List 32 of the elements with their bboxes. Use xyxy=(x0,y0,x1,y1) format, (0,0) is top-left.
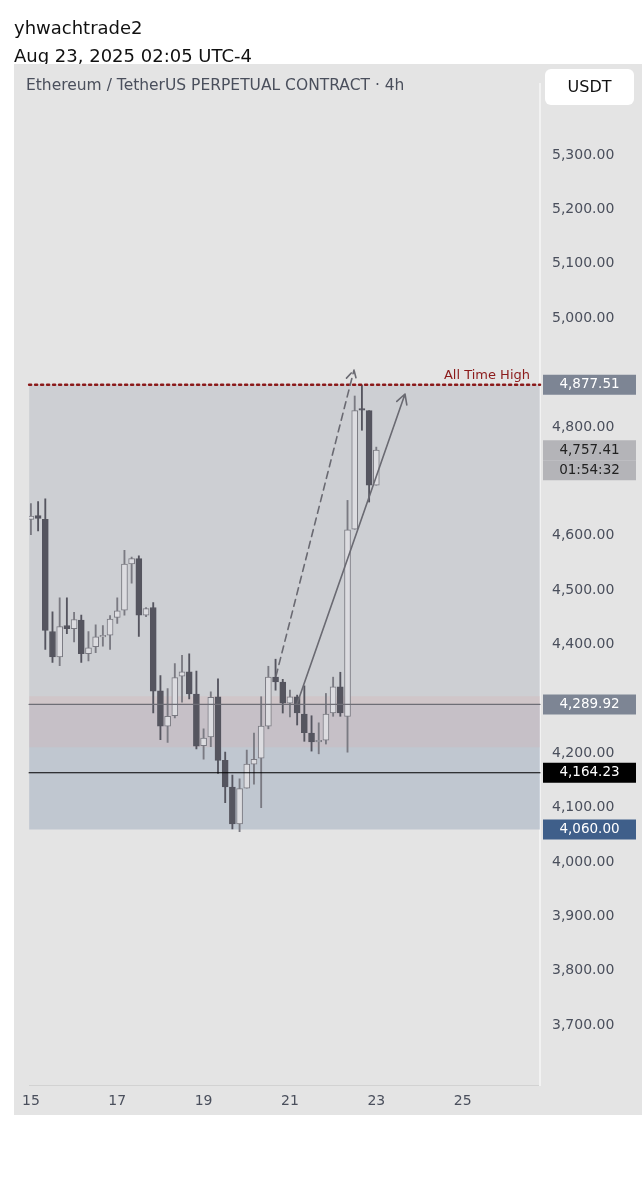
y-tick-label: 4,600.00 xyxy=(552,526,615,543)
y-tick-label: 5,300.00 xyxy=(552,145,615,162)
y-tick-label: 3,900.00 xyxy=(552,907,615,924)
y-tick-label: 4,100.00 xyxy=(552,798,615,815)
candlestick xyxy=(358,384,366,431)
annotation: 4,060.00 xyxy=(559,819,620,836)
candlestick xyxy=(34,501,42,532)
y-axis-title: USDT xyxy=(545,69,634,105)
chart-title: Ethereum / TetherUS PERPETUAL CONTRACT · 4h xyxy=(26,76,405,94)
annotation: 4,289.92 xyxy=(559,694,620,711)
x-tick-label: 21 xyxy=(281,1092,299,1109)
chart-subtitle: yhwachtrade2 xyxy=(14,16,144,40)
y-tick-label: 4,000.00 xyxy=(552,852,615,869)
annotation: 4,757.41 xyxy=(559,440,620,457)
y-tick-label: 5,000.00 xyxy=(552,308,615,325)
y-tick-label: 3,700.00 xyxy=(552,1015,615,1032)
ref-line-label: All Time High xyxy=(443,366,530,382)
annotation: 4,877.51 xyxy=(559,375,620,392)
x-tick-label: 23 xyxy=(367,1092,386,1109)
y-tick-label: 4,200.00 xyxy=(552,743,615,760)
x-tick-label: 19 xyxy=(194,1092,213,1109)
y-tick-label: 5,100.00 xyxy=(552,254,615,271)
x-tick-label: 17 xyxy=(108,1092,127,1109)
y-tick-label: 4,500.00 xyxy=(552,580,615,597)
x-tick-label: 15 xyxy=(21,1092,40,1109)
annotation: 01:54:32 xyxy=(559,460,620,477)
y-tick-label: 3,800.00 xyxy=(552,961,615,978)
y-tick-label: 4,800.00 xyxy=(552,417,615,434)
annotation: 4,164.23 xyxy=(559,763,620,780)
y-tick-label: 4,400.00 xyxy=(552,635,615,652)
y-tick-label: 5,200.00 xyxy=(552,200,615,217)
x-tick-label: 25 xyxy=(453,1092,472,1109)
